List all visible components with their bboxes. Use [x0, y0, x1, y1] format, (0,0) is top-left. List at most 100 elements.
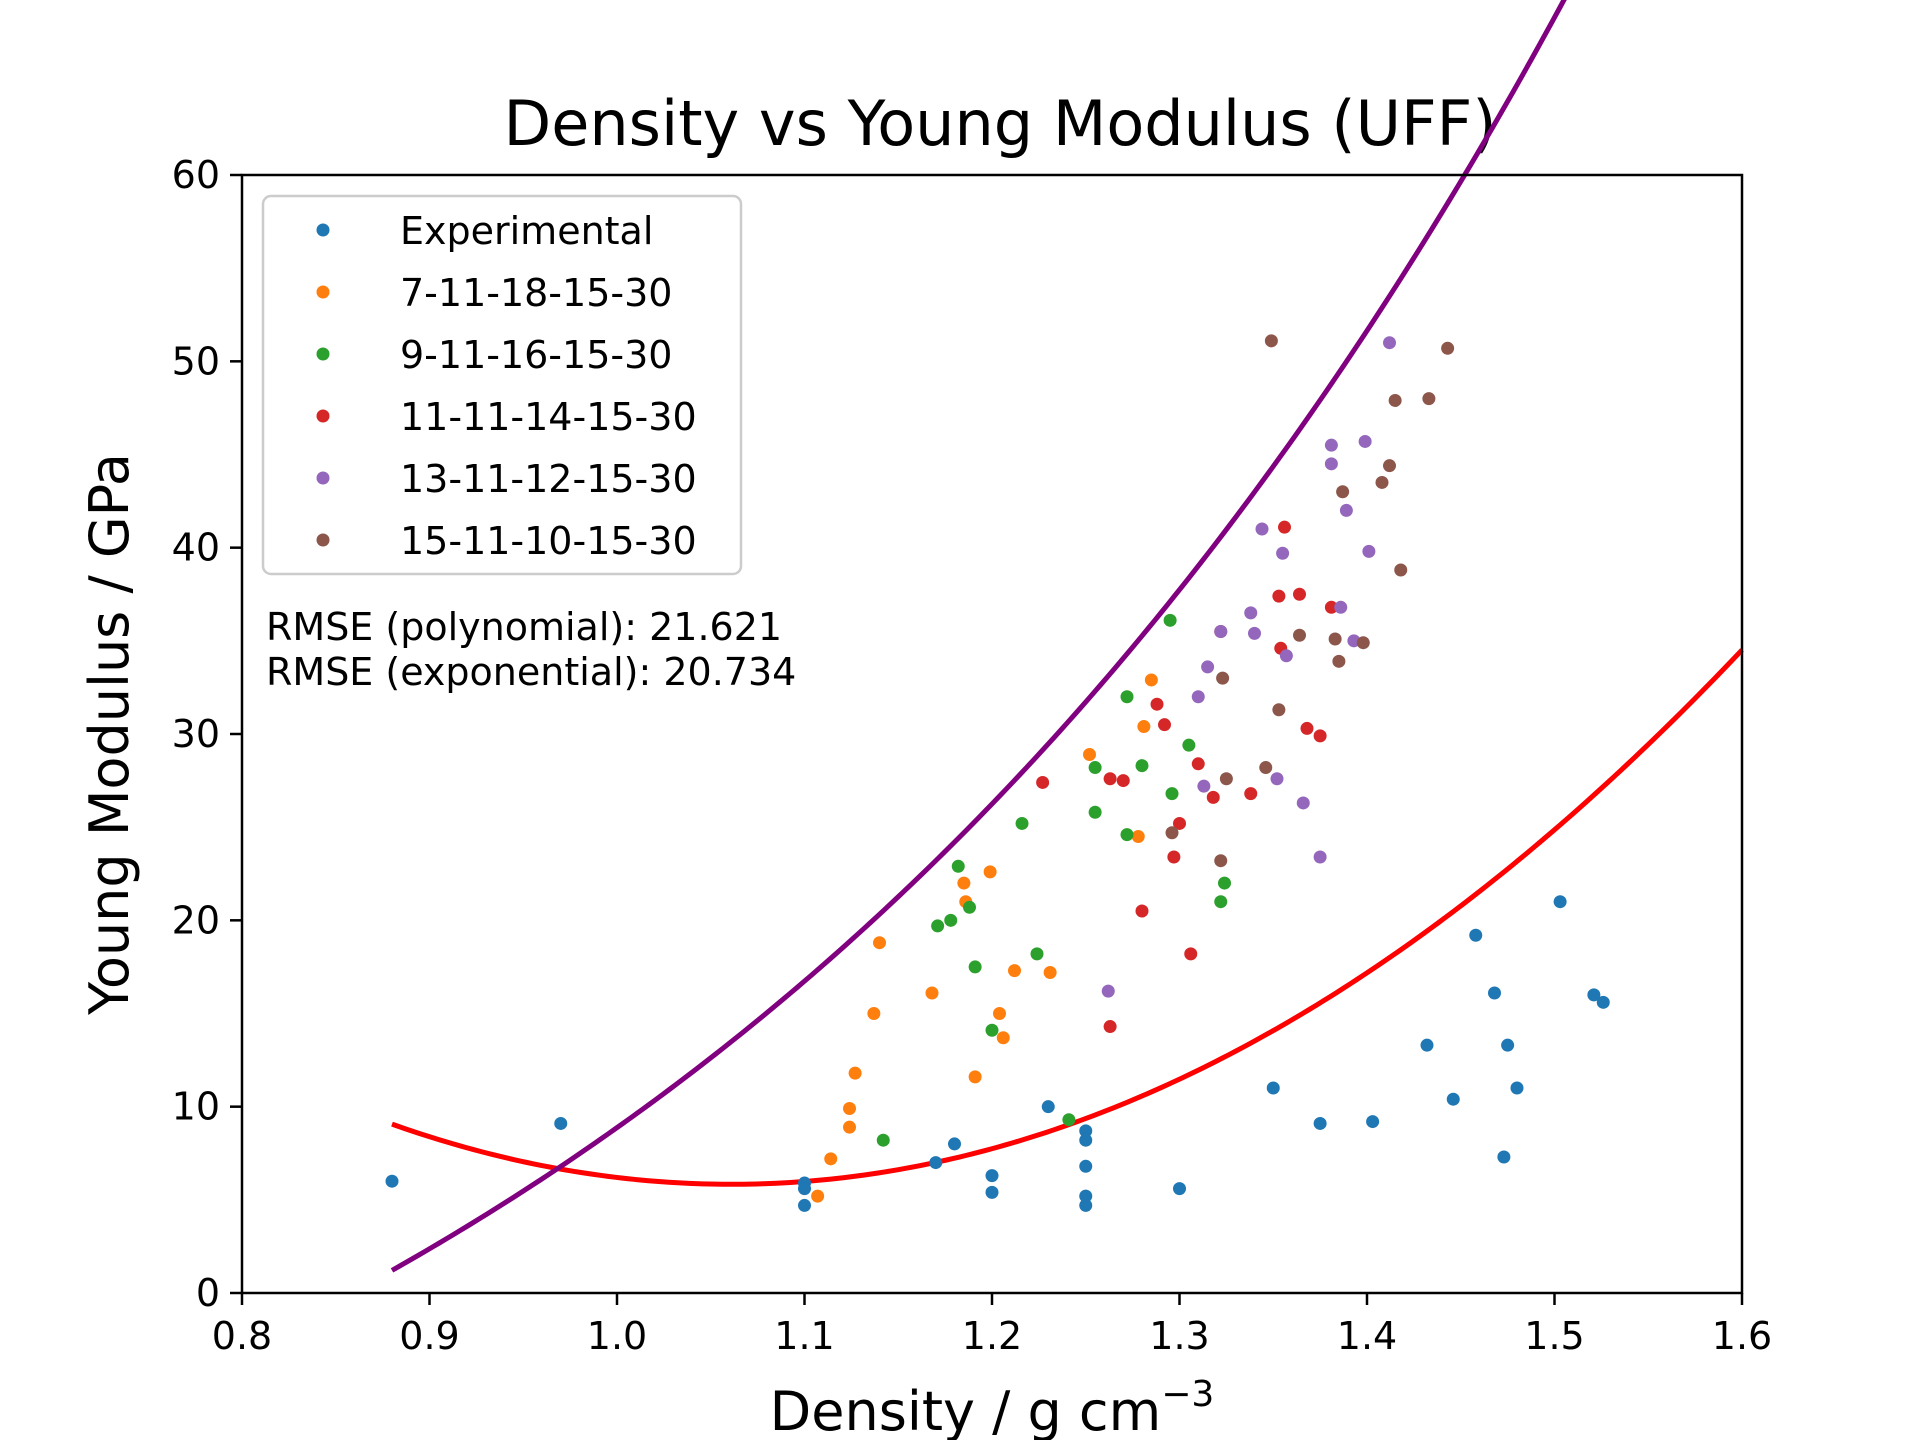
scatter-point-series-2 — [1088, 805, 1102, 819]
scatter-point-series-1 — [843, 1102, 856, 1116]
legend-marker-2 — [316, 347, 330, 361]
scatter-point-series-0 — [1079, 1198, 1093, 1212]
legend-marker-3 — [316, 409, 330, 423]
scatter-point-series-2 — [985, 1023, 999, 1037]
x-tick-label: 1.0 — [587, 1314, 647, 1358]
scatter-point-series-5 — [1328, 632, 1342, 646]
scatter-point-series-1 — [968, 1070, 982, 1084]
scatter-point-series-4 — [1324, 457, 1338, 471]
x-tick-label: 1.3 — [1149, 1314, 1209, 1358]
scatter-point-series-3 — [1324, 600, 1338, 614]
scatter-point-series-4 — [1201, 660, 1215, 674]
scatter-point-series-3 — [1244, 787, 1258, 801]
x-tick-label: 1.2 — [962, 1314, 1022, 1358]
scatter-point-series-4 — [1276, 546, 1290, 560]
scatter-point-series-0 — [554, 1116, 568, 1130]
scatter-point-series-5 — [1422, 392, 1436, 406]
legend-box — [261, 194, 743, 576]
scatter-point-series-2 — [963, 900, 976, 914]
scatter-point-series-1 — [996, 1031, 1010, 1045]
scatter-point-series-1 — [1008, 964, 1021, 978]
scatter-point-series-1 — [824, 1152, 838, 1166]
scatter-point-series-0 — [985, 1169, 999, 1183]
scatter-point-series-0 — [1079, 1133, 1093, 1147]
x-tick-label: 0.8 — [212, 1314, 272, 1358]
x-tick-label: 1.5 — [1524, 1314, 1584, 1358]
scatter-point-series-1 — [843, 1120, 856, 1134]
scatter-point-series-0 — [798, 1182, 811, 1196]
rmse-exponential-text: RMSE (exponential): 20.734 — [266, 650, 796, 694]
y-tick-label: 50 — [172, 339, 220, 383]
scatter-point-series-0 — [1366, 1115, 1380, 1129]
scatter-point-series-2 — [1120, 690, 1134, 704]
legend-label-0: Experimental — [400, 209, 653, 253]
scatter-point-series-5 — [1214, 854, 1228, 868]
scatter-point-series-0 — [1510, 1081, 1524, 1095]
scatter-point-series-5 — [1259, 761, 1273, 775]
legend-marker-4 — [316, 471, 330, 485]
scatter-point-series-0 — [948, 1137, 961, 1151]
scatter-point-series-0 — [1501, 1038, 1515, 1052]
scatter-point-series-1 — [1083, 748, 1096, 761]
scatter-point-series-4 — [1358, 434, 1372, 448]
scatter-point-series-3 — [1167, 850, 1181, 864]
scatter-point-series-4 — [1244, 606, 1258, 620]
y-tick-label: 0 — [196, 1271, 220, 1315]
x-tick-label: 1.6 — [1712, 1314, 1772, 1358]
scatter-point-series-1 — [983, 865, 997, 879]
legend-label-3: 11-11-14-15-30 — [400, 395, 697, 439]
scatter-point-series-0 — [1469, 928, 1483, 942]
scatter-point-series-1 — [957, 876, 971, 890]
scatter-point-series-2 — [951, 859, 965, 873]
scatter-point-series-5 — [1293, 628, 1306, 642]
x-axis-ticks: 0.8 0.9 1.0 1.1 1.2 1.3 1.4 1.5 1.6 — [212, 1293, 1772, 1358]
scatter-point-series-5 — [1272, 703, 1286, 717]
scatter-point-series-3 — [1103, 1020, 1117, 1034]
scatter-point-series-2 — [1030, 947, 1044, 961]
legend-marker-0 — [316, 223, 330, 237]
scatter-point-series-2 — [1062, 1113, 1076, 1127]
legend-label-1: 7-11-18-15-30 — [400, 271, 672, 315]
scatter-point-series-3 — [1103, 772, 1117, 786]
scatter-point-series-2 — [1218, 876, 1231, 890]
scatter-point-series-4 — [1362, 544, 1376, 558]
scatter-point-series-1 — [925, 986, 939, 1000]
scatter-point-series-0 — [798, 1198, 811, 1212]
scatter-point-series-3 — [1313, 729, 1327, 743]
scatter-point-series-2 — [944, 913, 958, 927]
scatter-point-series-1 — [1137, 720, 1151, 734]
scatter-point-series-3 — [1150, 697, 1164, 711]
scatter-point-series-2 — [1165, 787, 1179, 801]
scatter-point-series-2 — [968, 960, 982, 974]
scatter-point-series-0 — [1313, 1116, 1327, 1130]
scatter-point-series-3 — [1300, 721, 1314, 735]
scatter-point-series-5 — [1375, 475, 1389, 489]
legend-items: Experimental 7-11-18-15-30 9-11-16-15-30 11… — [316, 209, 697, 563]
scatter-point-series-4 — [1296, 796, 1310, 810]
scatter-points — [385, 334, 1610, 1212]
scatter-point-series-4 — [1383, 336, 1396, 350]
scatter-point-series-3 — [1272, 589, 1286, 603]
scatter-point-series-4 — [1313, 850, 1327, 864]
scatter-point-series-5 — [1165, 826, 1179, 840]
scatter-point-series-0 — [1488, 986, 1501, 1000]
x-axis-label-main: Density / g cm — [770, 1380, 1162, 1440]
scatter-point-series-3 — [1184, 947, 1198, 961]
scatter-point-series-1 — [811, 1189, 825, 1203]
y-tick-label: 40 — [172, 526, 220, 570]
y-axis-ticks: 0 10 20 30 40 50 60 — [172, 153, 242, 1315]
scatter-point-series-0 — [1587, 988, 1601, 1002]
scatter-point-series-4 — [1197, 779, 1211, 793]
scatter-point-series-2 — [1214, 895, 1228, 909]
scatter-point-series-0 — [1079, 1124, 1093, 1138]
scatter-point-series-2 — [1135, 759, 1149, 773]
chart-title: Density vs Young Modulus (UFF) — [503, 87, 1496, 160]
y-tick-label: 10 — [172, 1085, 220, 1129]
scatter-point-series-5 — [1388, 393, 1402, 407]
scatter-point-series-5 — [1332, 654, 1346, 668]
scatter-point-series-0 — [1173, 1182, 1186, 1196]
x-tick-label: 0.9 — [399, 1314, 459, 1358]
scatter-point-series-1 — [848, 1066, 862, 1080]
x-axis-label-superscript: −3 — [1161, 1374, 1214, 1415]
